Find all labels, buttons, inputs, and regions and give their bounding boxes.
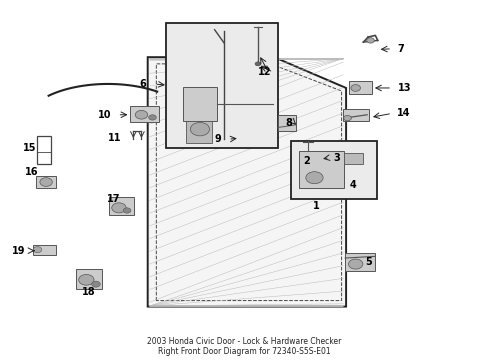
Circle shape [343,116,351,121]
Circle shape [79,274,94,285]
Text: 4: 4 [349,180,356,190]
Text: 6: 6 [139,79,146,89]
Circle shape [190,122,209,136]
Bar [185,121,211,143]
Bar [344,153,363,164]
Circle shape [366,38,374,43]
Polygon shape [147,57,346,307]
Bar [36,176,56,188]
Text: 2: 2 [303,156,309,166]
Bar [183,87,216,121]
Text: 19: 19 [12,246,25,256]
Bar [291,141,376,199]
Bar [342,109,368,121]
Text: 9: 9 [214,134,221,144]
Circle shape [255,62,260,66]
Bar [278,116,296,131]
Bar [38,136,51,164]
Bar [166,23,277,148]
Circle shape [112,203,126,213]
Bar [348,81,371,94]
Text: 15: 15 [23,143,37,153]
Circle shape [40,178,52,186]
Circle shape [305,172,323,184]
Bar [130,106,159,122]
Circle shape [91,281,100,287]
Text: 8: 8 [285,118,292,129]
Circle shape [350,85,360,91]
Circle shape [123,208,131,213]
Text: 13: 13 [397,83,410,93]
Text: 1: 1 [312,201,319,211]
Circle shape [33,247,41,253]
Bar [109,197,134,215]
Bar [298,151,344,188]
Circle shape [148,115,156,120]
Text: 17: 17 [107,194,121,204]
Bar [33,245,56,255]
Text: 10: 10 [98,110,111,120]
Text: 12: 12 [257,67,271,77]
Bar [345,253,374,271]
Circle shape [135,111,147,119]
Text: 3: 3 [332,153,339,163]
Text: 7: 7 [397,44,404,54]
Bar [76,269,102,289]
Text: 5: 5 [365,257,372,267]
Text: 18: 18 [82,287,95,297]
Text: 11: 11 [108,133,122,143]
Text: 16: 16 [24,167,38,177]
Text: 2003 Honda Civic Door - Lock & Hardware Checker
Right Front Door Diagram for 723: 2003 Honda Civic Door - Lock & Hardware … [147,337,341,356]
Text: 14: 14 [396,108,409,118]
Circle shape [348,259,362,269]
